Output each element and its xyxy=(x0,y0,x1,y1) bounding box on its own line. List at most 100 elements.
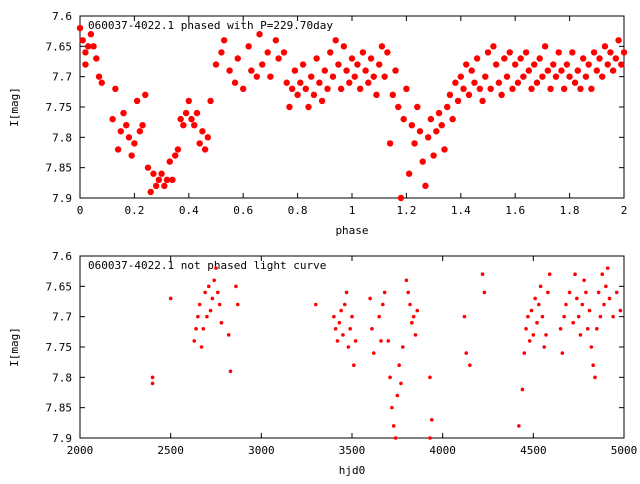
phased-data-point xyxy=(193,109,201,117)
unphased-data-point xyxy=(379,339,383,343)
phased-data-point xyxy=(615,37,622,44)
phased-data-point xyxy=(577,85,584,93)
phased-data-point xyxy=(275,55,282,62)
phased-data-point xyxy=(131,140,138,147)
phased-ytick-label: 7.9 xyxy=(52,192,72,205)
phased-data-point xyxy=(188,115,195,123)
unphased-xtick-label: 2500 xyxy=(157,444,184,457)
phased-data-point xyxy=(286,103,293,111)
phased-data-point xyxy=(299,61,307,68)
phased-data-point xyxy=(248,67,255,74)
unphased-data-point xyxy=(206,284,211,289)
phased-data-point xyxy=(618,61,625,68)
phased-xtick-label: 1.4 xyxy=(451,204,471,217)
phased-data-point xyxy=(492,61,500,68)
unphased-data-point xyxy=(399,381,403,386)
phased-data-point xyxy=(558,67,565,74)
unphased-ytick-label: 7.65 xyxy=(46,280,73,293)
phased-data-point xyxy=(444,103,451,111)
phased-data-point xyxy=(316,79,323,86)
unphased-data-point xyxy=(386,339,391,343)
phased-data-point xyxy=(411,140,418,147)
phased-data-point xyxy=(346,79,353,86)
phased-data-point xyxy=(476,85,484,93)
phased-data-point xyxy=(479,97,486,105)
phased-data-point xyxy=(422,182,429,190)
phased-data-point xyxy=(139,122,146,129)
unphased-data-point xyxy=(482,290,487,295)
phased-data-point xyxy=(166,158,173,165)
unphased-data-point xyxy=(350,314,354,319)
unphased-data-point xyxy=(368,296,372,301)
phased-data-point xyxy=(158,170,165,177)
phased-data-point xyxy=(327,49,334,56)
unphased-data-point xyxy=(600,272,605,277)
phased-data-point xyxy=(76,24,84,32)
phased-data-point xyxy=(163,176,171,183)
unphased-xtick-label: 2000 xyxy=(67,444,94,457)
phased-data-point xyxy=(174,146,182,153)
phased-data-point xyxy=(152,182,160,190)
phased-data-point xyxy=(403,85,410,93)
phased-data-point xyxy=(182,109,190,117)
unphased-data-point xyxy=(526,314,530,319)
phased-data-point xyxy=(169,176,176,183)
phased-data-point xyxy=(601,43,609,50)
unphased-data-point xyxy=(527,339,532,343)
phased-data-point xyxy=(392,67,399,74)
phased-data-point xyxy=(574,67,581,74)
phased-data-point xyxy=(212,61,220,68)
unphased-data-point xyxy=(596,290,601,295)
unphased-data-point xyxy=(585,327,590,331)
phased-data-point xyxy=(590,49,598,56)
unphased-data-point xyxy=(544,333,548,337)
phased-data-point xyxy=(332,37,339,44)
unphased-plot-ylabel: I[mag] xyxy=(8,327,21,367)
phased-data-point xyxy=(397,194,405,202)
phased-data-point xyxy=(93,55,100,62)
unphased-data-point xyxy=(344,290,349,295)
unphased-data-point xyxy=(353,339,358,343)
phased-data-point xyxy=(226,67,233,74)
phased-data-point xyxy=(495,79,503,86)
phased-ytick-label: 7.85 xyxy=(46,162,73,175)
unphased-data-point xyxy=(217,302,222,307)
phased-data-point xyxy=(580,55,587,62)
phased-data-point xyxy=(191,122,198,129)
phased-data-point xyxy=(348,55,356,62)
phased-data-point xyxy=(438,122,445,129)
unphased-data-point xyxy=(573,272,577,277)
unphased-data-point xyxy=(429,418,434,422)
phased-data-point xyxy=(593,67,600,74)
unphased-data-point xyxy=(611,314,615,319)
phased-data-point xyxy=(294,91,301,99)
unphased-ytick-label: 7.9 xyxy=(52,432,72,445)
phased-data-point xyxy=(484,49,492,56)
unphased-data-point xyxy=(520,387,525,392)
phased-data-point xyxy=(528,85,535,93)
phased-data-point xyxy=(313,55,320,62)
phased-data-point xyxy=(465,91,473,99)
phased-data-point xyxy=(95,73,103,80)
phased-data-point xyxy=(82,61,89,68)
unphased-ytick-label: 7.6 xyxy=(52,250,72,263)
unphased-data-point xyxy=(560,351,565,355)
phased-data-point xyxy=(264,49,271,56)
unphased-xtick-label: 3500 xyxy=(339,444,366,457)
phased-data-point xyxy=(109,115,116,123)
phased-data-point xyxy=(231,79,239,86)
phased-data-point xyxy=(172,152,179,159)
unphased-data-point xyxy=(540,314,545,319)
phased-xtick-label: 1.2 xyxy=(396,204,416,217)
phased-data-point xyxy=(463,61,470,68)
phased-xtick-label: 1 xyxy=(349,204,356,217)
phased-ytick-label: 7.6 xyxy=(52,10,72,23)
phased-data-point xyxy=(283,79,290,86)
phased-data-point xyxy=(384,49,391,56)
phased-data-point xyxy=(82,49,89,56)
unphased-data-point xyxy=(194,327,198,331)
phased-data-point xyxy=(514,79,522,86)
phased-data-point xyxy=(454,97,462,105)
phased-data-point xyxy=(569,49,576,56)
phased-data-point xyxy=(133,97,141,105)
